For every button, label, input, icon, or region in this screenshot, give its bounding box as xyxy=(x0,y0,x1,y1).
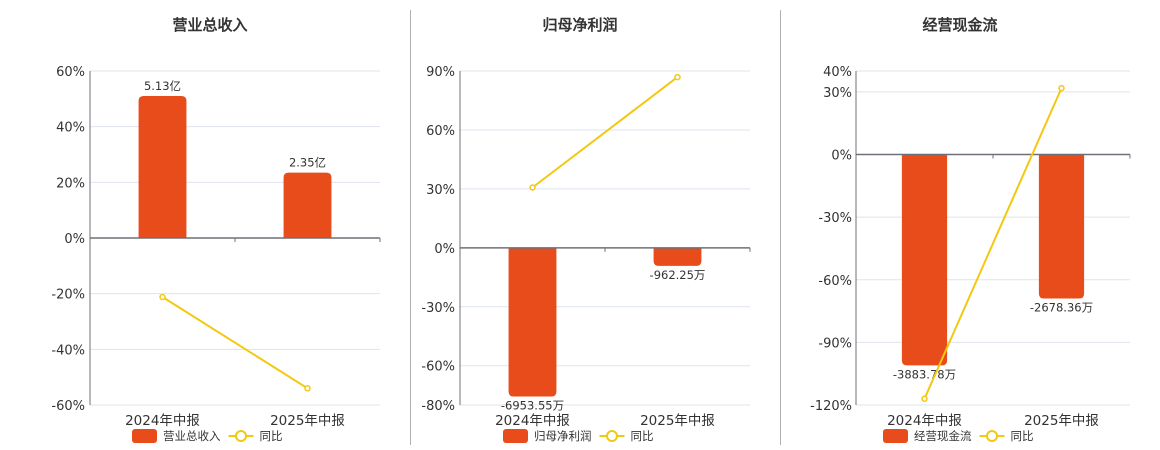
y-tick-label: -120% xyxy=(810,399,852,414)
bar-value-label: -3883.78万 xyxy=(893,367,956,381)
chart-title: 归母净利润 xyxy=(542,16,618,34)
legend-line-marker-icon xyxy=(235,430,247,442)
x-tick-label: 2025年中报 xyxy=(640,413,715,429)
legend: 归母净利润 同比 xyxy=(503,429,654,443)
y-tick-label: -60% xyxy=(51,399,85,414)
bar-value-label: -6953.55万 xyxy=(501,399,564,413)
bar-value-label: 5.13亿 xyxy=(144,79,181,93)
y-tick-label: -60% xyxy=(421,360,455,375)
x-tick-label: 2024年中报 xyxy=(125,413,200,429)
chart-title: 营业总收入 xyxy=(172,16,248,34)
y-tick-label: 90% xyxy=(426,65,455,80)
bar-value-label: -962.25万 xyxy=(650,268,706,282)
y-tick-label: 60% xyxy=(56,65,85,80)
y-tick-label: -90% xyxy=(818,336,852,351)
y-tick-label: -40% xyxy=(51,343,85,358)
y-tick-label: -20% xyxy=(51,288,85,303)
yoy-line xyxy=(923,87,1063,400)
panel-divider xyxy=(410,10,411,445)
yoy-line xyxy=(531,76,679,189)
y-tick-label: 30% xyxy=(426,183,455,198)
panel-divider xyxy=(780,10,781,445)
legend-line-label[interactable]: 同比 xyxy=(260,429,283,443)
y-tick-label: -30% xyxy=(421,301,455,316)
chart-panel-cashflow: 经营现金流 xyxy=(780,0,1140,450)
bar-value-label: 2.35亿 xyxy=(289,156,326,170)
yoy-point[interactable] xyxy=(159,293,166,301)
chart-1: 60% 40% 20% 0% -20% -40% -60% 5.13亿 2024年中报 2.35亿… xyxy=(51,65,381,443)
y-tick-label: -60% xyxy=(818,274,852,289)
chart-panel-net-profit: 归母净利润 xyxy=(400,0,760,450)
yoy-point[interactable] xyxy=(674,73,681,81)
x-tick-label: 2024年中报 xyxy=(495,413,570,429)
bar[interactable] xyxy=(283,172,332,238)
legend-line-marker-icon xyxy=(606,430,618,442)
y-tick-label: -30% xyxy=(818,211,852,226)
y-tick-label: 20% xyxy=(56,176,85,191)
y-tick-label: 0% xyxy=(64,232,85,247)
x-tick-label: 2025年中报 xyxy=(270,413,345,429)
legend-bar-label[interactable]: 营业总收入 xyxy=(163,429,221,443)
y-tick-label: 0% xyxy=(831,149,852,164)
legend-bar-label[interactable]: 经营现金流 xyxy=(914,429,972,443)
chart-3: 40% 30% 0% -30% -60% -90% -120% -3883.78万 2024年中… xyxy=(810,65,1131,443)
y-tick-label: 0% xyxy=(434,242,455,257)
x-tick-label: 2025年中报 xyxy=(1024,413,1099,429)
yoy-point[interactable] xyxy=(529,184,536,191)
legend-bar-swatch[interactable] xyxy=(503,429,528,443)
bar[interactable] xyxy=(1038,154,1085,299)
chart-panel-revenue: 营业总收入 xyxy=(30,0,390,450)
y-tick-label: -80% xyxy=(421,399,455,414)
y-tick-label: 40% xyxy=(823,65,852,80)
legend: 营业总收入 同比 xyxy=(132,429,283,443)
y-tick-label: 60% xyxy=(426,124,455,139)
yoy-point[interactable] xyxy=(304,385,311,392)
legend-bar-swatch[interactable] xyxy=(132,429,157,443)
y-tick-label: 30% xyxy=(823,86,852,101)
bar[interactable] xyxy=(508,247,557,397)
legend-bar-label[interactable]: 归母净利润 xyxy=(534,429,592,443)
yoy-point[interactable] xyxy=(921,395,928,402)
bar[interactable] xyxy=(901,154,948,366)
bar[interactable] xyxy=(653,247,702,266)
legend-line-label[interactable]: 同比 xyxy=(1011,429,1034,443)
chart-title: 经营现金流 xyxy=(922,16,998,34)
x-tick-label: 2024年中报 xyxy=(887,413,962,429)
legend-line-marker-icon xyxy=(986,430,998,442)
y-tick-label: 40% xyxy=(56,121,85,136)
yoy-point[interactable] xyxy=(1058,84,1065,92)
legend-bar-swatch[interactable] xyxy=(883,429,908,443)
yoy-line xyxy=(161,296,309,390)
bar-value-label: -2678.36万 xyxy=(1030,301,1093,315)
legend: 经营现金流 同比 xyxy=(883,429,1034,443)
legend-line-label[interactable]: 同比 xyxy=(631,429,654,443)
bar[interactable] xyxy=(138,96,187,238)
